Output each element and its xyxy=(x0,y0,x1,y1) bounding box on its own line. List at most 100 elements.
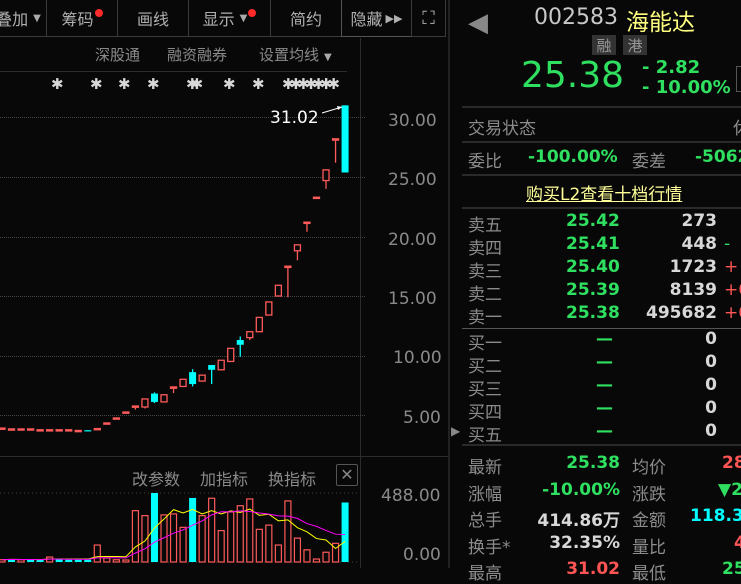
candle[interactable] xyxy=(179,378,187,388)
back-arrow-icon[interactable]: ◀ xyxy=(468,8,488,38)
candle[interactable] xyxy=(255,316,263,333)
candle[interactable] xyxy=(93,427,101,431)
l2-upgrade-link[interactable]: 购买L2查看十档行情 xyxy=(526,185,683,205)
candle[interactable] xyxy=(160,394,168,403)
add-indicator-button[interactable]: 加指标 xyxy=(200,470,249,489)
fullscreen-button[interactable]: ⛶ xyxy=(411,0,446,37)
ask-row[interactable]: 卖四 25.41 448 - xyxy=(468,234,741,259)
candle[interactable] xyxy=(331,138,340,163)
candle[interactable] xyxy=(7,428,16,431)
candle[interactable] xyxy=(217,359,225,371)
stat-label: 涨幅 xyxy=(468,484,502,505)
candle[interactable] xyxy=(274,284,283,297)
collapse-arrow-icon[interactable]: ▶ xyxy=(451,424,461,438)
price-tick: 25.00 xyxy=(388,170,437,190)
gridline xyxy=(0,356,365,357)
panel-divider[interactable] xyxy=(448,0,450,568)
ask-row[interactable]: 卖五 25.42 273 xyxy=(468,211,741,236)
wb-label: 委比 xyxy=(468,152,502,172)
candle[interactable] xyxy=(169,386,178,393)
candle[interactable] xyxy=(312,196,321,200)
info-marker-icon[interactable]: ✱ xyxy=(118,75,131,93)
bid-price: — xyxy=(596,329,613,349)
volume-bar xyxy=(208,497,216,563)
info-marker-icon[interactable]: ✱ xyxy=(223,75,236,93)
candle[interactable] xyxy=(74,429,82,433)
volume-bar xyxy=(17,559,25,563)
bid-row[interactable]: 买一 — 0 xyxy=(468,329,741,354)
candle[interactable] xyxy=(0,427,6,430)
draw-line-label: 画线 xyxy=(136,10,169,29)
candle-body xyxy=(36,429,44,432)
ask-bid-divider xyxy=(462,328,741,329)
price-change-pct: - 10.00% xyxy=(642,77,731,98)
candle[interactable] xyxy=(303,221,311,232)
candle[interactable] xyxy=(131,405,140,410)
candle[interactable] xyxy=(150,392,158,404)
candle-body xyxy=(312,196,321,200)
candle[interactable] xyxy=(55,429,63,432)
info-marker-icon[interactable]: ✱ xyxy=(51,75,64,93)
candle[interactable] xyxy=(189,369,197,387)
candle[interactable] xyxy=(84,430,92,432)
sz-connect-link[interactable]: 深股通 xyxy=(95,46,141,64)
stock-name: 海能达 xyxy=(626,10,695,36)
switch-indicator-button[interactable]: 换指标 xyxy=(268,470,317,489)
chevron-down-icon: ▼ xyxy=(33,12,41,24)
volume-tick: 0.00 xyxy=(403,545,441,565)
info-marker-icon[interactable]: ✱ xyxy=(252,75,265,93)
info-marker-icon[interactable]: ✱✱✱✱✱✱✱ xyxy=(282,75,340,93)
candle[interactable] xyxy=(103,422,111,425)
divider xyxy=(462,207,741,209)
candlestick-chart[interactable] xyxy=(0,0,360,456)
candle[interactable] xyxy=(36,429,44,432)
candle[interactable] xyxy=(65,429,73,432)
candle[interactable] xyxy=(122,411,130,414)
price-tick: 20.00 xyxy=(388,230,437,250)
ask-delta: +66 xyxy=(724,303,741,323)
candle[interactable] xyxy=(293,244,302,261)
set-ma-dropdown[interactable]: 设置均线 ▼ xyxy=(259,44,332,65)
high-pointer-arrowhead xyxy=(337,106,342,110)
candle[interactable] xyxy=(17,428,25,431)
bid-row[interactable]: 买二 — 0 xyxy=(468,352,741,377)
candle[interactable] xyxy=(227,347,235,363)
candle[interactable] xyxy=(284,265,292,298)
candle[interactable] xyxy=(112,417,121,420)
stat-row: 涨幅 -10.00% 涨跌 ▼2 xyxy=(468,480,741,505)
candle[interactable] xyxy=(322,169,330,189)
stat-label: 总手 xyxy=(468,511,502,531)
candle[interactable] xyxy=(246,331,254,341)
ask-row[interactable]: 卖三 25.40 1723 + xyxy=(468,257,741,282)
candle[interactable] xyxy=(236,336,244,357)
edit-params-button[interactable]: 改参数 xyxy=(132,470,181,489)
bid-row[interactable]: 买五 — 0 xyxy=(468,421,741,446)
bid-row[interactable]: 买四 — 0 xyxy=(468,398,741,423)
divider xyxy=(462,174,741,176)
volume-bar xyxy=(27,559,35,562)
side-button[interactable] xyxy=(736,66,741,92)
candle[interactable] xyxy=(26,428,35,431)
volume-axis-divider xyxy=(360,456,361,568)
candle[interactable] xyxy=(141,398,149,409)
high-price-label: 31.02 xyxy=(270,108,319,128)
ask-row[interactable]: 卖一 25.38 495682 +66 xyxy=(468,303,741,328)
info-marker-icon[interactable]: ✱ xyxy=(90,75,103,93)
bid-row[interactable]: 买三 — 0 xyxy=(468,375,741,400)
candle-body xyxy=(293,244,302,252)
candle[interactable] xyxy=(341,105,349,173)
close-icon[interactable]: ✕ xyxy=(336,464,358,486)
ask-label: 卖一 xyxy=(468,308,502,328)
margin-trading-link[interactable]: 融资融券 xyxy=(167,46,228,64)
candle-body xyxy=(179,378,187,388)
volume-chart[interactable] xyxy=(0,456,360,568)
bid-label: 买一 xyxy=(468,334,502,354)
candle[interactable] xyxy=(265,301,273,316)
candle[interactable] xyxy=(46,429,54,432)
ask-row[interactable]: 卖二 25.39 8139 +6 xyxy=(468,280,741,305)
candle[interactable] xyxy=(208,365,216,385)
stat-value: 118.3 xyxy=(690,506,741,526)
candle[interactable] xyxy=(198,374,206,382)
stat-value: 31.02 xyxy=(566,559,620,579)
info-marker-icon[interactable]: ✱ xyxy=(147,75,160,93)
